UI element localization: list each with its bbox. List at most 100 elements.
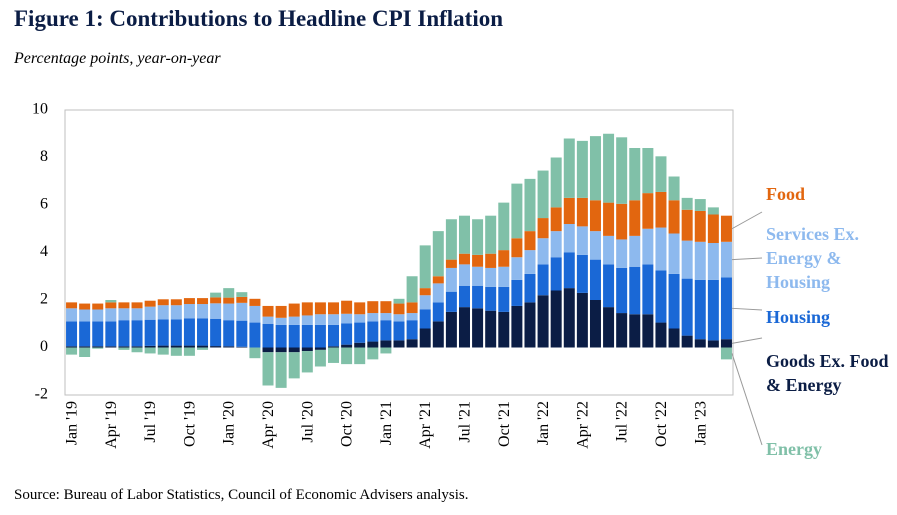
- x-tick-label: Apr '21: [417, 401, 434, 449]
- bar-segment: [406, 276, 418, 303]
- bar-segment: [157, 319, 169, 346]
- bar-segment: [668, 273, 680, 329]
- bar-segment: [694, 339, 706, 348]
- bar-segment: [170, 319, 182, 346]
- bar-segment: [328, 347, 340, 363]
- bar-segment: [66, 302, 78, 309]
- bar-segment: [668, 233, 680, 274]
- bar-segment: [236, 292, 248, 297]
- series-label: Food: [766, 184, 806, 204]
- x-tick-label: Jul '22: [614, 401, 631, 443]
- bar-segment: [432, 283, 444, 303]
- bar-segment: [301, 315, 313, 325]
- bar-segment: [118, 308, 130, 321]
- bar-segment: [314, 302, 326, 315]
- bar-segment: [537, 170, 549, 219]
- bar-segment: [576, 140, 588, 198]
- bar-segment: [498, 250, 510, 267]
- series-label: Goods Ex. Food & Energy: [766, 351, 889, 395]
- bar-segment: [183, 347, 195, 356]
- bar-segment: [720, 347, 732, 360]
- bar-segment: [406, 320, 418, 340]
- bar-segment: [485, 253, 497, 268]
- bar-segment: [170, 305, 182, 320]
- bar-segment: [419, 295, 431, 310]
- bar-segment: [66, 347, 78, 355]
- bar-segment: [642, 148, 654, 194]
- bar-segment: [550, 231, 562, 258]
- bar-segment: [197, 318, 209, 346]
- bar-segment: [472, 219, 484, 255]
- bar-segment: [419, 328, 431, 348]
- bar-segment: [603, 264, 615, 308]
- bar-segment: [629, 200, 641, 236]
- bar-segment: [432, 276, 444, 284]
- bar-segment: [589, 300, 601, 348]
- bar-segment: [118, 346, 130, 348]
- bar-segment: [681, 335, 693, 348]
- bar-segment: [511, 305, 523, 348]
- bar-segment: [537, 238, 549, 265]
- bar-segment: [537, 218, 549, 239]
- bar-segment: [183, 345, 195, 348]
- bar-segment: [603, 133, 615, 203]
- bar-segment: [341, 323, 353, 345]
- bar-segment: [118, 302, 130, 309]
- bar-segment: [341, 344, 353, 348]
- bar-segment: [354, 347, 366, 365]
- bar-segment: [472, 285, 484, 309]
- bar-segment: [707, 340, 719, 348]
- bar-segment: [301, 324, 313, 348]
- bar-segment: [380, 320, 392, 341]
- bar-segment: [197, 298, 209, 305]
- bar-segment: [236, 346, 248, 348]
- bar-segment: [681, 240, 693, 279]
- bar-segment: [642, 193, 654, 229]
- x-tick-label: Jan '22: [535, 401, 552, 445]
- bar-segment: [563, 252, 575, 289]
- bar-segment: [485, 286, 497, 311]
- bar-segment: [642, 228, 654, 265]
- bar-segment: [275, 324, 287, 348]
- bar-segment: [197, 304, 209, 319]
- bar-segment: [432, 321, 444, 348]
- bar-segment: [406, 313, 418, 321]
- bar-segment: [616, 239, 628, 268]
- bar-segment: [511, 257, 523, 280]
- bar-segment: [537, 295, 549, 348]
- bar-segment: [249, 298, 261, 306]
- x-tick-label: Apr '20: [260, 401, 277, 449]
- bar-segment: [576, 254, 588, 293]
- bar-segment: [681, 197, 693, 210]
- bar-segment: [288, 303, 300, 317]
- y-tick-label: 10: [32, 101, 48, 118]
- bar-segment: [118, 320, 130, 347]
- bar-segment: [262, 347, 274, 353]
- bar-segment: [262, 352, 274, 386]
- bar-segment: [498, 266, 510, 287]
- bar-segment: [144, 345, 156, 348]
- bar-segment: [328, 302, 340, 315]
- bar-segment: [236, 302, 248, 321]
- bar-segment: [275, 317, 287, 325]
- bar-segment: [629, 314, 641, 348]
- bar-segment: [589, 259, 601, 300]
- bar-segment: [642, 314, 654, 348]
- leader-line: [731, 353, 763, 446]
- bar-segment: [105, 308, 117, 322]
- bar-segment: [183, 298, 195, 305]
- bar-segment: [380, 340, 392, 348]
- bar-segment: [445, 291, 457, 312]
- bar-segment: [157, 299, 169, 306]
- bar-segment: [472, 266, 484, 286]
- bar-segment: [720, 277, 732, 340]
- bar-segment: [616, 267, 628, 314]
- bar-segment: [210, 297, 222, 304]
- bar-segment: [694, 241, 706, 280]
- bar-segment: [301, 351, 313, 373]
- bar-segment: [511, 183, 523, 239]
- bar-segment: [472, 254, 484, 267]
- bar-segment: [511, 238, 523, 258]
- bar-segment: [367, 313, 379, 322]
- bar-segment: [170, 345, 182, 348]
